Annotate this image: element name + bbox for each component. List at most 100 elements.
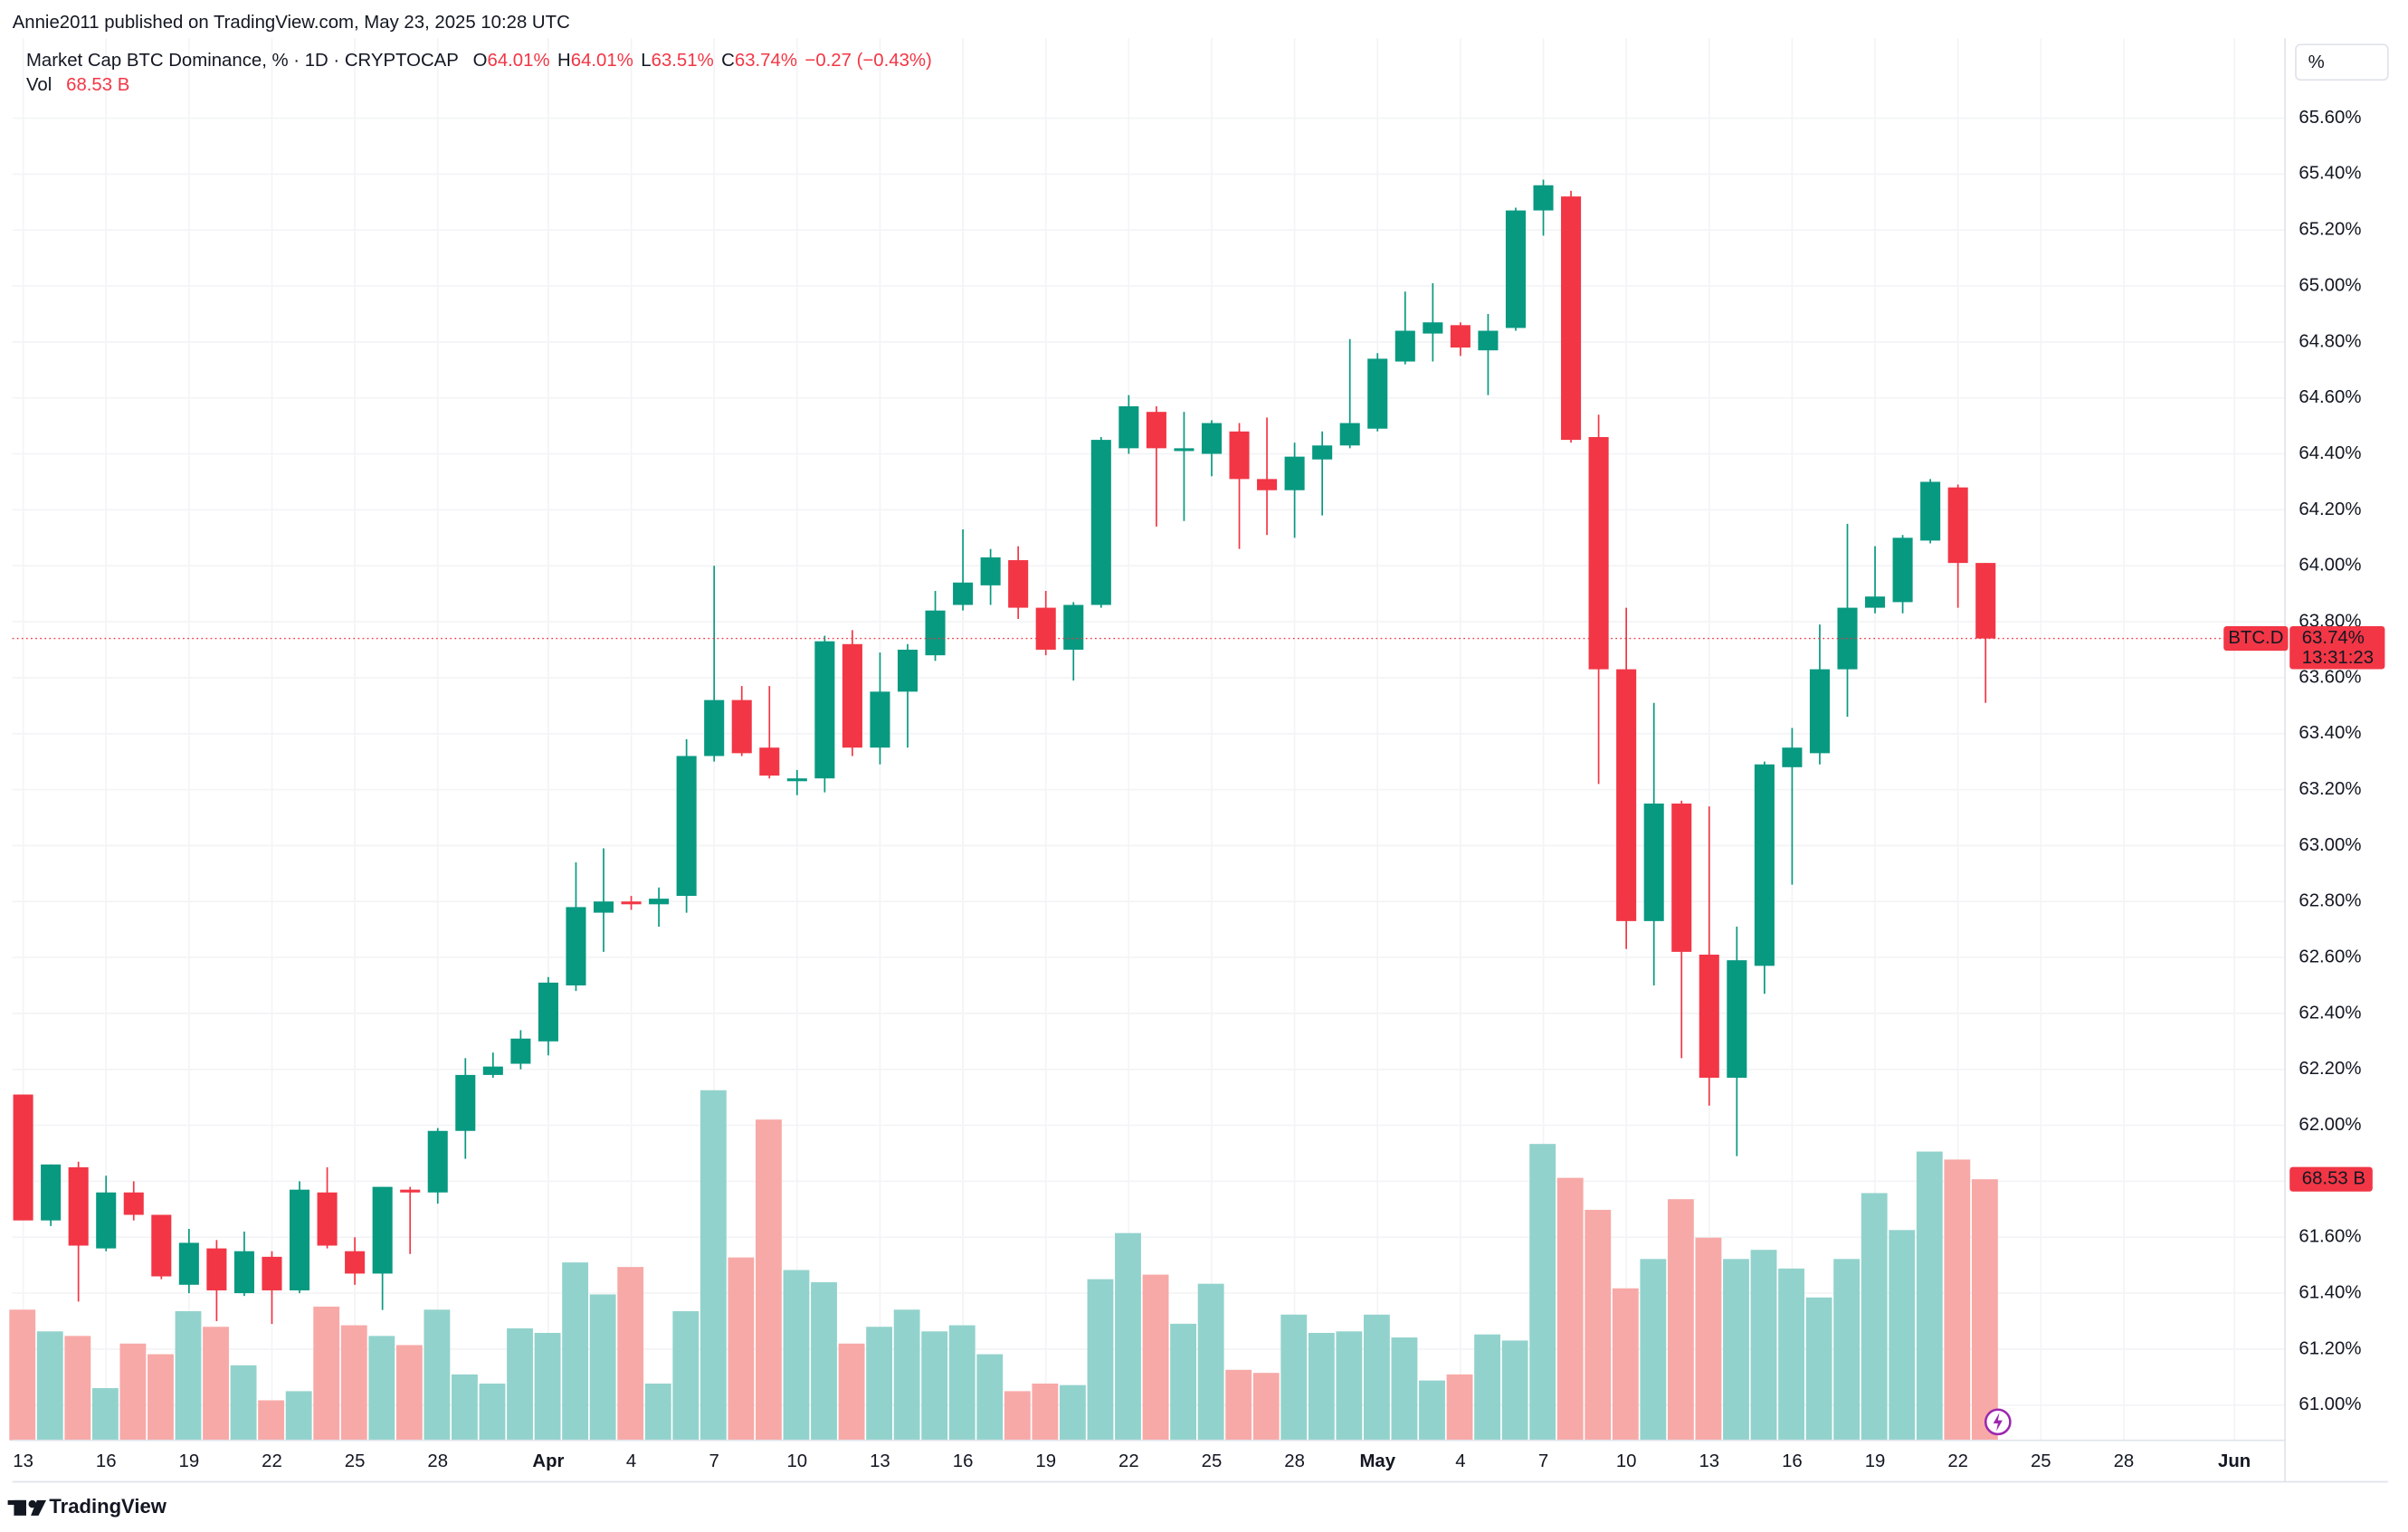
x-tick-label: 28 [1284,1451,1305,1471]
y-tick-label: 64.80% [2299,331,2361,351]
volume-bar [1585,1209,1612,1441]
volume-bar [562,1262,589,1441]
volume-bar [1004,1391,1031,1441]
candle-body [566,907,586,985]
candle-body [704,699,725,756]
y-tick-label: 63.40% [2299,723,2361,743]
candle-body [1727,960,1747,1079]
y-tick-label: 64.40% [2299,443,2361,463]
candle-body [1367,358,1388,429]
volume-bar [672,1310,700,1441]
candle-body [1975,563,1996,639]
volume-bar [9,1309,36,1441]
x-tick-label: May [1359,1451,1395,1471]
x-tick-label: 16 [96,1451,117,1471]
candle-body [1920,481,1941,541]
legend-value: 63.51% [652,51,714,71]
volume-bar [1723,1259,1749,1441]
candle-body [1892,538,1913,603]
candle-body [1533,185,1554,211]
legend-key: H [557,51,571,71]
legend-value: 64.01% [488,51,550,71]
candle-body [151,1214,172,1277]
legend-title: Market Cap BTC Dominance, % · 1D · CRYPT… [26,51,459,71]
legend: Market Cap BTC Dominance, % · 1D · CRYPT… [26,51,932,71]
volume-bar [866,1327,893,1441]
volume-bar [1556,1177,1584,1441]
x-tick-label: 19 [1865,1451,1886,1471]
volume-bar [1308,1332,1335,1441]
x-tick-label: 19 [179,1451,200,1471]
candle-body [68,1166,89,1246]
candle-body [372,1186,393,1274]
volume-bar [452,1374,478,1441]
candle-body [289,1189,310,1290]
candle-body [1616,669,1637,921]
candle-body [1865,596,1886,608]
grid [12,38,2286,1441]
candle-body [1782,747,1803,767]
price-label-box [2289,626,2385,670]
volume-bar [230,1365,257,1441]
volume-bar [811,1281,837,1441]
candle-body [1754,764,1775,966]
x-tick-label: Apr [532,1451,564,1471]
volume-bar [1197,1283,1224,1441]
candle-body [1312,445,1333,460]
volume-bar [1252,1373,1280,1441]
volume-bar [1280,1314,1308,1441]
x-tick-label: 19 [1035,1451,1056,1471]
x-tick-label: 10 [1616,1451,1637,1471]
volume-bar [1501,1340,1528,1441]
candle-body [1671,804,1692,952]
candle-body [621,901,642,905]
x-tick-label: 25 [1202,1451,1223,1471]
y-tick-label: 65.40% [2299,164,2361,184]
y-tick-label: 63.60% [2299,667,2361,687]
candle-body [1699,954,1719,1079]
unit-box[interactable] [2295,43,2389,81]
volume-bar [534,1332,561,1441]
y-tick-label: 61.60% [2299,1227,2361,1247]
candle-body [842,643,862,748]
candle-body [1229,431,1250,480]
legend-key: C [721,51,735,71]
candle-body [1174,448,1194,452]
volume-bar [285,1391,312,1441]
volume-bar [1833,1259,1861,1441]
volume-bar [1971,1179,1998,1441]
x-tick-label: 4 [1455,1451,1465,1471]
volume-label: 68.53 B [2302,1169,2365,1189]
y-tick-label: 61.00% [2299,1394,2361,1414]
y-tick-label: 61.20% [2299,1338,2361,1358]
candle-body [262,1256,282,1290]
candle-body [1478,330,1499,351]
volume-bar [1225,1369,1252,1441]
publish-header: Annie2011 published on TradingView.com, … [13,13,570,33]
x-tick-label: 28 [427,1451,448,1471]
candle-body [1561,196,1582,441]
legend-key: O [473,51,488,71]
x-tick-label: 10 [786,1451,807,1471]
volume-bar [479,1383,506,1441]
y-tick-label: 62.60% [2299,947,2361,966]
legend-value: 64.01% [571,51,633,71]
candle-body [96,1192,117,1249]
candle-body [1063,604,1084,650]
x-tick-label: 16 [953,1451,974,1471]
candle-body [1394,330,1415,362]
candle-body [1035,607,1056,650]
candle-body [1257,479,1278,490]
volume-bar [589,1294,616,1441]
volume-bar [64,1336,91,1441]
volume-bar [1889,1230,1916,1441]
price-label: 63.74% [2302,628,2365,648]
candle-body [593,901,614,913]
volume-bar [1640,1259,1667,1441]
candle-body [925,610,946,656]
volume-bar [203,1327,229,1441]
volume-bar [395,1345,423,1441]
replay-icon[interactable] [1984,1408,2012,1436]
volume-bar [1142,1274,1169,1441]
y-tick-label: 63.20% [2299,779,2361,799]
